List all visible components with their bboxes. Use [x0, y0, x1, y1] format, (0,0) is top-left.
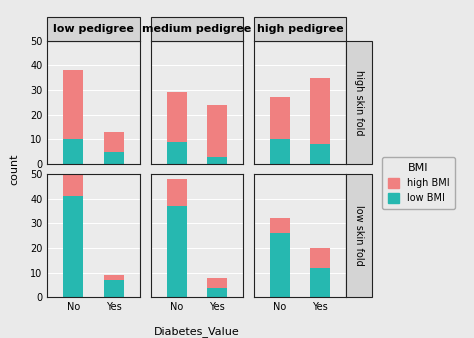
Bar: [64, 139, 83, 164]
Bar: [270, 139, 290, 164]
Bar: [103, 152, 124, 164]
Bar: [103, 132, 124, 152]
Text: Diabetes_Value: Diabetes_Value: [154, 326, 239, 337]
Text: high pedigree: high pedigree: [256, 24, 343, 34]
Text: high skin fold: high skin fold: [354, 70, 364, 135]
Bar: [64, 196, 83, 297]
Bar: [167, 179, 187, 206]
Bar: [64, 70, 83, 139]
Text: low skin fold: low skin fold: [354, 205, 364, 266]
Bar: [207, 278, 227, 288]
Bar: [310, 144, 330, 164]
Bar: [207, 156, 227, 164]
Bar: [310, 248, 330, 268]
Bar: [167, 142, 187, 164]
Legend: high BMI, low BMI: high BMI, low BMI: [382, 157, 456, 209]
Bar: [270, 97, 290, 139]
Bar: [270, 218, 290, 233]
Bar: [103, 275, 124, 280]
Text: medium pedigree: medium pedigree: [142, 24, 251, 34]
Bar: [270, 233, 290, 297]
Bar: [64, 174, 83, 196]
Text: low pedigree: low pedigree: [53, 24, 134, 34]
Bar: [103, 280, 124, 297]
Text: count: count: [9, 153, 19, 185]
Bar: [310, 268, 330, 297]
Bar: [207, 105, 227, 156]
Bar: [310, 78, 330, 144]
Bar: [167, 92, 187, 142]
Bar: [207, 288, 227, 297]
Bar: [167, 206, 187, 297]
